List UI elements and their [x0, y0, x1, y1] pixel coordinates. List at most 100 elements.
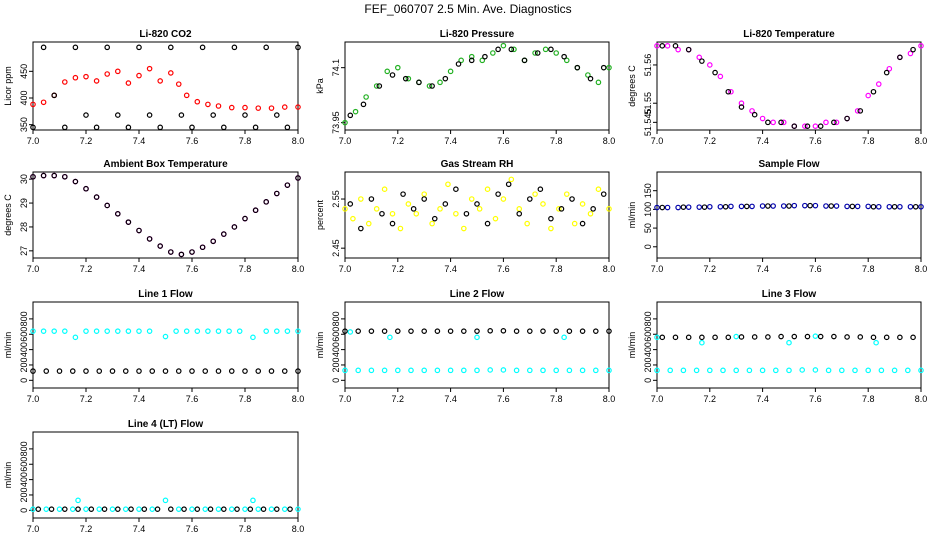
data-point [553, 367, 560, 374]
x-tick-label: 7.6 [809, 136, 822, 146]
data-point [168, 44, 174, 51]
data-point [221, 506, 227, 512]
data-point [886, 203, 893, 210]
data-point [772, 367, 779, 374]
y-tick-label: 800 [643, 311, 653, 326]
data-point [844, 115, 850, 122]
data-point [281, 104, 288, 110]
y-tick-label: 600 [643, 327, 653, 342]
data-point [242, 368, 248, 374]
y-tick-label: 800 [331, 311, 341, 326]
chart-panel: Li-820 Pressure 7.0 7.2 7.4 7.6 7.8 8.0 73.95 74… [315, 29, 615, 146]
data-point [733, 367, 740, 374]
data-point [706, 62, 713, 68]
data-point [128, 506, 134, 512]
data-point [136, 72, 142, 79]
data-point [115, 506, 121, 512]
data-point [408, 367, 414, 374]
data-point [442, 201, 449, 207]
data-point [831, 333, 837, 340]
x-tick-label: 7.8 [550, 264, 563, 274]
y-tick-label: 200 [331, 357, 341, 372]
data-point [875, 203, 882, 210]
data-point [358, 225, 364, 232]
data-point [844, 203, 850, 210]
x-tick-label: 8.0 [915, 264, 928, 274]
x-tick-label: 7.2 [80, 524, 93, 534]
plot-frame [344, 171, 610, 259]
data-point [402, 75, 409, 82]
data-point [394, 64, 401, 71]
data-point [83, 185, 89, 192]
y-tick-label: 51.56 [643, 54, 653, 77]
data-point [838, 367, 845, 374]
y-axis-label: ml/min [3, 462, 13, 489]
x-tick-label: 7.6 [186, 394, 199, 404]
data-point [421, 196, 428, 202]
y-tick-label: 600 [331, 327, 341, 342]
data-point [149, 368, 156, 374]
data-point [812, 123, 819, 129]
x-tick-label: 7.4 [756, 394, 769, 404]
data-point [384, 68, 391, 75]
data-point [918, 203, 924, 210]
data-point [910, 334, 916, 341]
data-point [408, 328, 414, 334]
x-tick-label: 7.4 [133, 136, 146, 146]
data-point [30, 368, 36, 374]
data-point [654, 367, 660, 374]
data-point [434, 328, 441, 334]
data-point [101, 506, 108, 512]
y-tick-label: 400 [19, 90, 29, 105]
data-point [56, 506, 63, 512]
data-point [592, 367, 599, 374]
data-point [115, 68, 121, 75]
data-point [189, 506, 195, 512]
y-tick-label: 0 [19, 378, 29, 383]
data-point [474, 367, 480, 374]
plot-frame [344, 41, 610, 131]
x-tick-label: 7.8 [239, 524, 252, 534]
data-point [823, 119, 829, 126]
data-point [511, 46, 517, 53]
data-point [825, 367, 832, 374]
data-point [812, 333, 819, 339]
data-point [268, 105, 275, 111]
data-point [717, 73, 724, 80]
data-point [168, 70, 174, 76]
data-point [189, 124, 195, 131]
data-point [205, 328, 211, 334]
data-point [606, 328, 612, 334]
data-point [468, 57, 475, 64]
data-point [284, 328, 291, 334]
data-point [854, 203, 861, 210]
data-point [706, 367, 713, 374]
data-point [250, 497, 256, 504]
data-point [579, 367, 586, 374]
data-point [242, 104, 248, 111]
data-point [157, 78, 164, 84]
data-point [500, 367, 507, 373]
data-point [405, 75, 412, 82]
data-point [360, 101, 367, 108]
data-point [199, 44, 206, 51]
y-tick-label: 150 [643, 183, 653, 198]
data-point [595, 79, 602, 86]
data-point [69, 368, 76, 374]
data-point [664, 43, 671, 49]
y-tick-label: 600 [19, 457, 29, 472]
data-point [492, 215, 499, 222]
x-tick-label: 7.8 [550, 394, 563, 404]
figure-title: FEF_060707 2.5 Min. Ave. Diagnostics [364, 2, 572, 16]
data-point [460, 328, 467, 334]
data-point [234, 506, 240, 512]
data-point [255, 506, 262, 512]
data-point [487, 327, 494, 334]
data-point [442, 75, 449, 82]
data-point [566, 367, 573, 374]
x-tick-label: 8.0 [603, 264, 616, 274]
data-point [236, 328, 243, 334]
data-point [770, 119, 776, 126]
data-point [437, 206, 443, 212]
y-tick-label: 74.1 [331, 59, 341, 77]
